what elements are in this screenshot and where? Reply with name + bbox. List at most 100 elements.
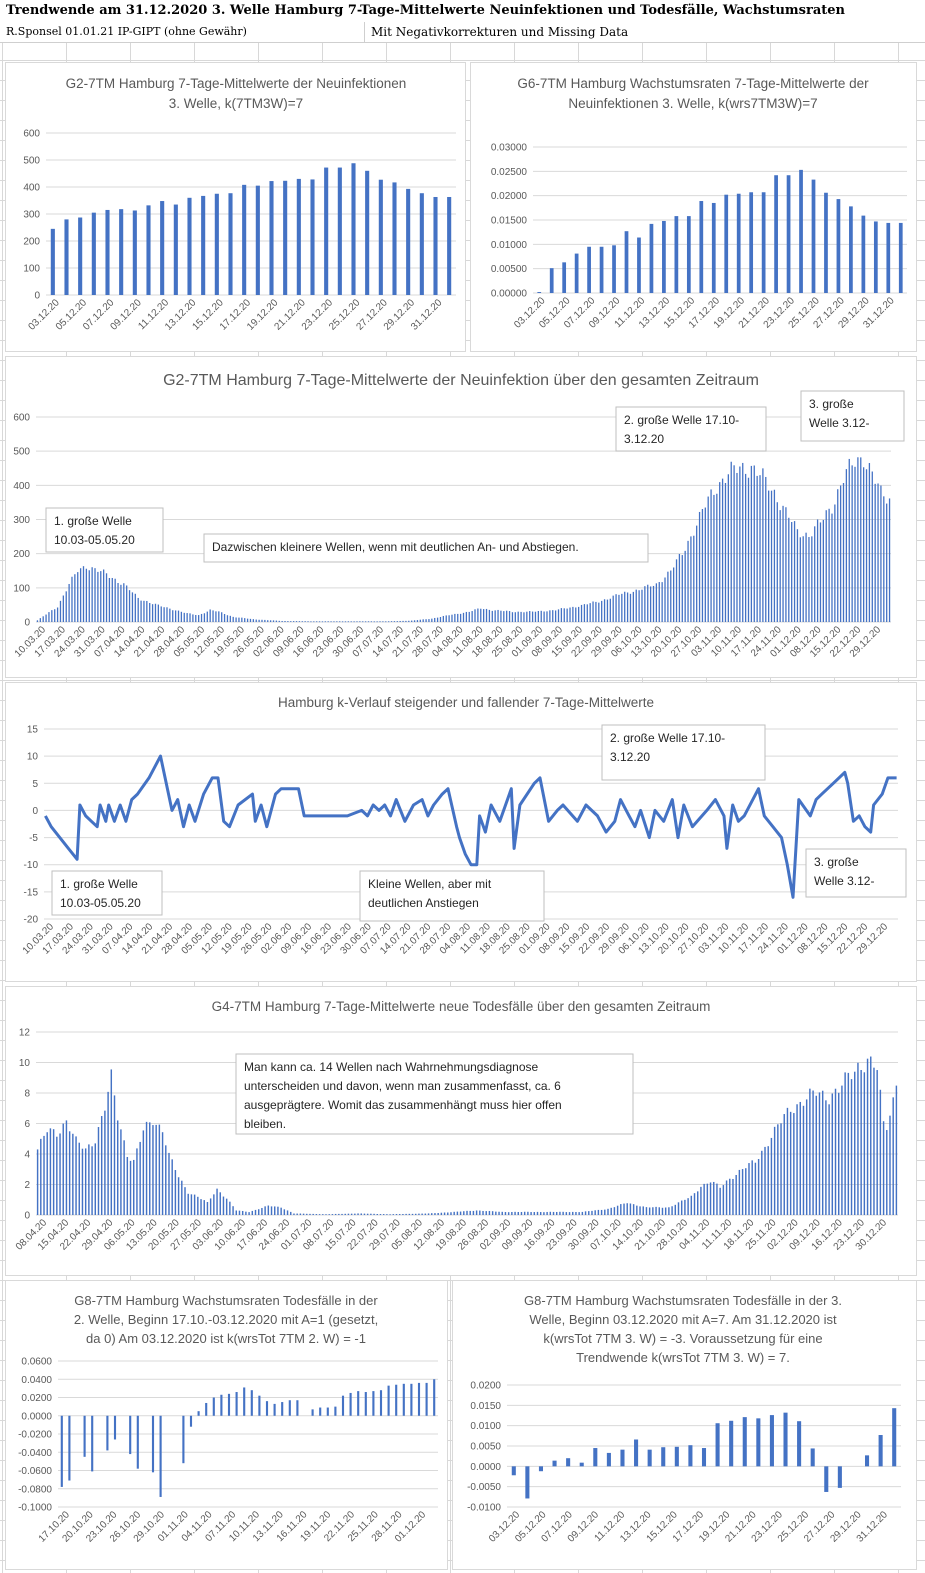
bar bbox=[88, 570, 90, 622]
bar bbox=[59, 1133, 61, 1215]
bar bbox=[609, 598, 611, 622]
bar bbox=[554, 610, 557, 622]
bar bbox=[132, 210, 137, 295]
bar bbox=[43, 1135, 45, 1215]
bar bbox=[658, 1207, 660, 1215]
bar bbox=[283, 1209, 286, 1215]
bar bbox=[227, 1393, 231, 1416]
bar bbox=[366, 1213, 369, 1215]
bar bbox=[690, 536, 692, 622]
bar bbox=[326, 1407, 329, 1416]
bar bbox=[866, 1058, 869, 1215]
bar bbox=[390, 621, 393, 622]
bar bbox=[507, 1212, 510, 1215]
bar bbox=[334, 1213, 337, 1215]
bar bbox=[892, 1097, 894, 1215]
g2-all-ytick: 500 bbox=[13, 447, 30, 458]
bar bbox=[722, 1185, 725, 1215]
bar bbox=[620, 1204, 622, 1215]
bar bbox=[698, 511, 701, 622]
bar bbox=[387, 1385, 390, 1416]
bar bbox=[879, 1089, 882, 1215]
bar bbox=[636, 1205, 638, 1215]
bar bbox=[113, 1095, 116, 1215]
bar bbox=[868, 463, 871, 622]
bar bbox=[847, 1072, 850, 1215]
bar bbox=[796, 1104, 798, 1215]
bar bbox=[707, 496, 709, 622]
bar bbox=[527, 1211, 529, 1215]
bar bbox=[506, 610, 508, 622]
bar bbox=[632, 591, 634, 622]
bar bbox=[91, 1146, 93, 1215]
chart-g8-2w[interactable]: G8-7TM Hamburg Wachstumsraten Todesfälle… bbox=[5, 1280, 448, 1570]
bar bbox=[214, 193, 219, 295]
bar bbox=[453, 1211, 455, 1215]
bar bbox=[238, 1210, 241, 1215]
bar bbox=[597, 1209, 600, 1215]
bar bbox=[241, 617, 243, 622]
bar bbox=[142, 1130, 145, 1215]
bar bbox=[810, 1448, 815, 1467]
chart-g8-3w-svg: G8-7TM Hamburg Wachstumsraten Todesfälle… bbox=[467, 1293, 901, 1545]
bar bbox=[616, 1205, 619, 1215]
bar bbox=[886, 222, 891, 293]
bar bbox=[319, 1407, 322, 1416]
bar bbox=[648, 1207, 651, 1215]
bar bbox=[165, 1145, 167, 1215]
bar bbox=[197, 1411, 200, 1416]
bar bbox=[491, 610, 493, 622]
callout-text-box bbox=[359, 870, 545, 922]
chart-title: Welle, Beginn 03.12.2020 mit A=7. Am 31.… bbox=[529, 1312, 837, 1327]
bar bbox=[198, 615, 200, 622]
bar bbox=[511, 1211, 513, 1215]
bar bbox=[828, 508, 830, 622]
bar bbox=[36, 1149, 39, 1215]
bar bbox=[450, 1212, 452, 1215]
bar bbox=[586, 604, 588, 622]
bar bbox=[425, 619, 427, 622]
bar bbox=[770, 490, 773, 622]
bar bbox=[501, 1211, 503, 1215]
bar bbox=[529, 611, 531, 622]
bar bbox=[848, 458, 850, 622]
bar bbox=[154, 603, 157, 622]
bar bbox=[479, 1210, 481, 1215]
chart-g8-3w[interactable]: G8-7TM Hamburg Wachstumsraten Todesfälle… bbox=[452, 1280, 917, 1570]
bar bbox=[538, 1466, 544, 1472]
chart-g2-3w[interactable]: G2-7TM Hamburg 7-Tage-Mittelwerte der Ne… bbox=[5, 62, 466, 352]
callout-text: 1. große Welle bbox=[60, 877, 138, 891]
bar bbox=[284, 620, 286, 622]
bar bbox=[822, 519, 824, 622]
bar bbox=[674, 216, 679, 293]
bar bbox=[128, 590, 131, 622]
bar bbox=[783, 1412, 788, 1467]
bar bbox=[457, 613, 459, 622]
bar bbox=[187, 197, 192, 295]
bar bbox=[745, 1168, 747, 1215]
chart-g6-3w[interactable]: G6-7TM Hamburg Wachstumsraten 7-Tage-Mit… bbox=[470, 62, 917, 352]
bar bbox=[330, 621, 332, 623]
k-line-ytick: -15 bbox=[24, 887, 39, 898]
chart-k-line[interactable]: Hamburg k-Verlauf steigender und fallend… bbox=[5, 682, 917, 982]
bar bbox=[78, 217, 83, 295]
bar bbox=[258, 619, 260, 622]
bar bbox=[85, 568, 88, 622]
chart-g4-tod[interactable]: G4-7TM Hamburg 7-Tage-Mittelwerte neue T… bbox=[5, 986, 917, 1276]
g2-3w-xtick: 31.12.20 bbox=[409, 297, 445, 333]
bar bbox=[517, 611, 519, 622]
g8-2w-ytick: 0.0400 bbox=[21, 1375, 52, 1386]
bar bbox=[443, 1212, 446, 1215]
bar bbox=[64, 219, 69, 295]
bar bbox=[864, 1455, 870, 1467]
header-row-2 bbox=[0, 22, 925, 43]
bar bbox=[261, 1207, 263, 1215]
bar bbox=[549, 268, 554, 293]
bar bbox=[213, 1194, 215, 1215]
chart-g2-all[interactable]: G2-7TM Hamburg 7-Tage-Mittelwerte der Ne… bbox=[5, 356, 917, 678]
bar bbox=[786, 175, 791, 293]
bar bbox=[293, 1213, 295, 1215]
bar bbox=[351, 163, 356, 295]
bar bbox=[419, 193, 424, 295]
bar bbox=[736, 193, 741, 293]
